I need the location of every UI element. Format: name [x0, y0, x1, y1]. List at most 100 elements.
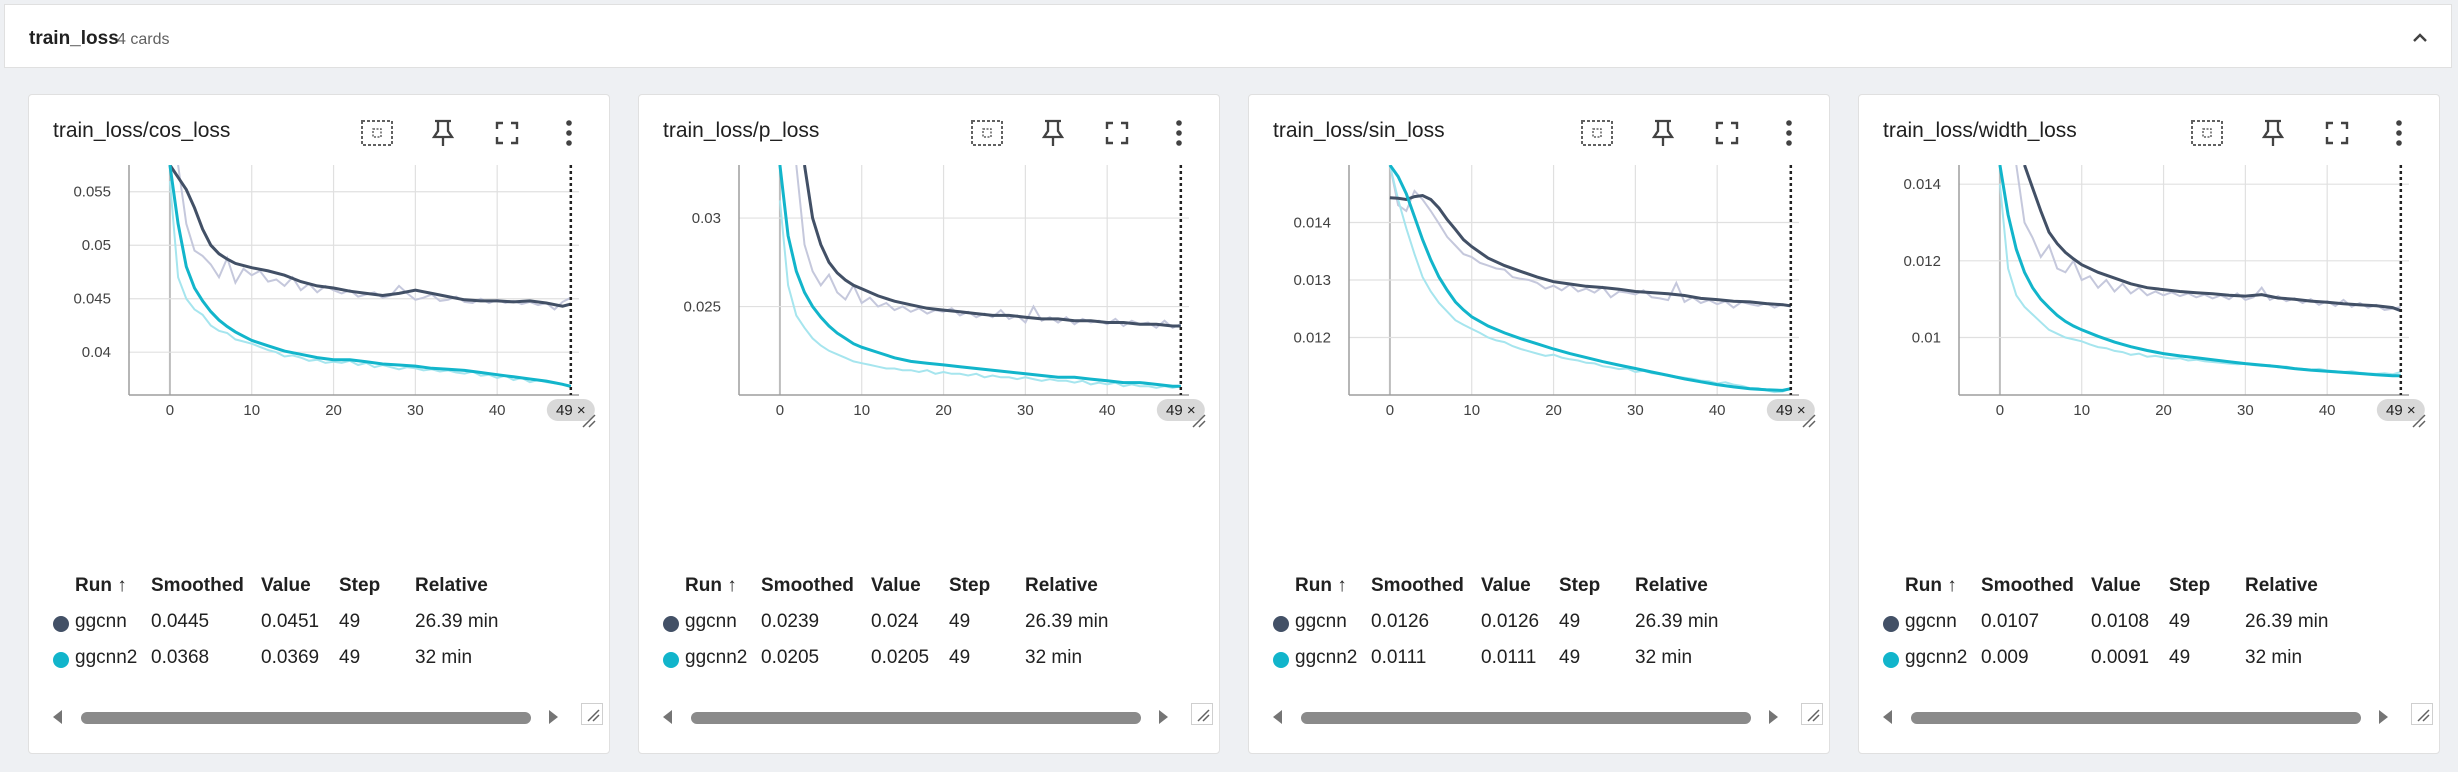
more-vert-icon[interactable] [551, 115, 587, 151]
column-header-value: Value [1481, 575, 1531, 596]
fit-domain-icon[interactable] [359, 115, 395, 151]
scroll-thumb[interactable] [81, 712, 531, 724]
chart-resize-icon[interactable] [2412, 414, 2426, 428]
card-group-header[interactable]: train_loss 4 cards [4, 4, 2452, 68]
column-header-run[interactable]: Run ↑ [1905, 575, 1957, 596]
table-scrollbar[interactable] [663, 707, 1183, 727]
cell-relative: 32 min [1635, 647, 1693, 668]
y-tick-label: 0.014 [1293, 215, 1331, 232]
x-tick-label: 40 [1099, 402, 1116, 419]
cell-run: ggcnn [1905, 611, 1957, 632]
column-header-run[interactable]: Run ↑ [75, 575, 127, 596]
fullscreen-icon[interactable] [489, 115, 525, 151]
table-row: ggcnn 0.0107 0.0108 49 26.39 min [1883, 611, 2423, 639]
table-row: ggcnn 0.0445 0.0451 49 26.39 min [53, 611, 593, 639]
pin-icon[interactable] [425, 115, 461, 151]
fit-domain-icon[interactable] [969, 115, 1005, 151]
fit-domain-icon[interactable] [1579, 115, 1615, 151]
pin-icon[interactable] [1645, 115, 1681, 151]
step-badge-label: 49 × [1776, 402, 1806, 419]
cell-step: 49 [949, 647, 971, 668]
scroll-left-icon[interactable] [1883, 710, 1892, 724]
x-tick-label: 40 [2319, 402, 2336, 419]
resize-handle-icon[interactable] [1191, 703, 1213, 725]
series-line-raw-ggcnn [177, 165, 572, 311]
fullscreen-icon[interactable] [1709, 115, 1745, 151]
step-badge[interactable] [2376, 399, 2425, 421]
column-header-step: Step [339, 575, 381, 596]
scroll-left-icon[interactable] [663, 710, 672, 724]
table-scrollbar[interactable] [53, 707, 573, 727]
column-header-relative: Relative [1025, 575, 1098, 596]
table-row: ggcnn2 0.009 0.0091 49 32 min [1883, 647, 2423, 675]
chart-resize-icon[interactable] [1802, 414, 1816, 428]
line-chart[interactable]: 0 10 20 30 40 0.01 0.012 0.014 49 × [1859, 165, 2441, 445]
table-header-row: Run ↑ Smoothed Value Step Relative [1883, 575, 2423, 603]
column-header-run[interactable]: Run ↑ [1295, 575, 1347, 596]
cell-step: 49 [1559, 647, 1581, 668]
cell-step: 49 [2169, 647, 2191, 668]
table-scrollbar[interactable] [1273, 707, 1793, 727]
scroll-right-icon[interactable] [1159, 710, 1168, 724]
column-header-relative: Relative [415, 575, 488, 596]
column-header-run[interactable]: Run ↑ [685, 575, 737, 596]
chart-card: train_loss/sin_loss 0 10 20 30 40 0.012 0.013 0.… [1248, 94, 1830, 754]
x-tick-label: 40 [1709, 402, 1726, 419]
column-header-value: Value [871, 575, 921, 596]
fullscreen-icon[interactable] [1099, 115, 1135, 151]
cell-relative: 26.39 min [1635, 611, 1719, 632]
scroll-right-icon[interactable] [2379, 710, 2388, 724]
table-scrollbar[interactable] [1883, 707, 2403, 727]
resize-handle-icon[interactable] [581, 703, 603, 725]
step-badge[interactable] [546, 399, 595, 421]
resize-handle-icon[interactable] [1801, 703, 1823, 725]
run-color-dot [1883, 616, 1899, 632]
series-line-raw-ggcnn [795, 165, 1182, 330]
run-color-dot [53, 652, 69, 668]
cell-relative: 32 min [2245, 647, 2303, 668]
pin-icon[interactable] [2255, 115, 2291, 151]
scroll-thumb[interactable] [1301, 712, 1751, 724]
line-chart[interactable]: 0 10 20 30 40 0.012 0.013 0.014 49 × [1249, 165, 1831, 445]
y-tick-label: 0.025 [683, 299, 721, 316]
table-header-row: Run ↑ Smoothed Value Step Relative [1273, 575, 1813, 603]
more-vert-icon[interactable] [1771, 115, 1807, 151]
scroll-thumb[interactable] [691, 712, 1141, 724]
series-line-raw-ggcnn2 [1998, 184, 2402, 376]
scroll-left-icon[interactable] [53, 710, 62, 724]
fit-domain-icon[interactable] [2189, 115, 2225, 151]
scroll-left-icon[interactable] [1273, 710, 1282, 724]
x-tick-label: 10 [2073, 402, 2090, 419]
x-tick-label: 30 [1627, 402, 1644, 419]
chart-resize-icon[interactable] [582, 414, 596, 428]
more-vert-icon[interactable] [2381, 115, 2417, 151]
card-title: train_loss/cos_loss [53, 119, 231, 142]
pin-icon[interactable] [1035, 115, 1071, 151]
line-chart[interactable]: 0 10 20 30 40 0.025 0.03 49 × [639, 165, 1221, 445]
more-vert-icon[interactable] [1161, 115, 1197, 151]
cell-value: 0.0126 [1481, 611, 1540, 632]
scroll-thumb[interactable] [1911, 712, 2361, 724]
cell-smoothed: 0.0368 [151, 647, 210, 668]
cell-relative: 32 min [415, 647, 473, 668]
series-line-ggcnn2 [1998, 165, 2401, 378]
step-badge-label: 49 × [556, 402, 586, 419]
scroll-right-icon[interactable] [549, 710, 558, 724]
cell-value: 0.024 [871, 611, 919, 632]
resize-handle-icon[interactable] [2411, 703, 2433, 725]
x-tick-label: 0 [776, 402, 784, 419]
fullscreen-icon[interactable] [2319, 115, 2355, 151]
table-row: ggcnn 0.0239 0.024 49 26.39 min [663, 611, 1203, 639]
x-tick-label: 0 [166, 402, 174, 419]
chart-resize-icon[interactable] [1192, 414, 1206, 428]
x-tick-label: 10 [853, 402, 870, 419]
chevron-up-icon[interactable] [2409, 27, 2431, 49]
scroll-right-icon[interactable] [1769, 710, 1778, 724]
step-badge[interactable] [1156, 399, 1205, 421]
cell-value: 0.0369 [261, 647, 320, 668]
cell-value: 0.0205 [871, 647, 930, 668]
line-chart[interactable]: 0 10 20 30 40 0.04 0.045 0.05 0.055 49 × [29, 165, 611, 445]
step-badge[interactable] [1766, 399, 1815, 421]
y-tick-label: 0.012 [1293, 330, 1331, 347]
series-line-raw-ggcnn2 [168, 180, 571, 387]
